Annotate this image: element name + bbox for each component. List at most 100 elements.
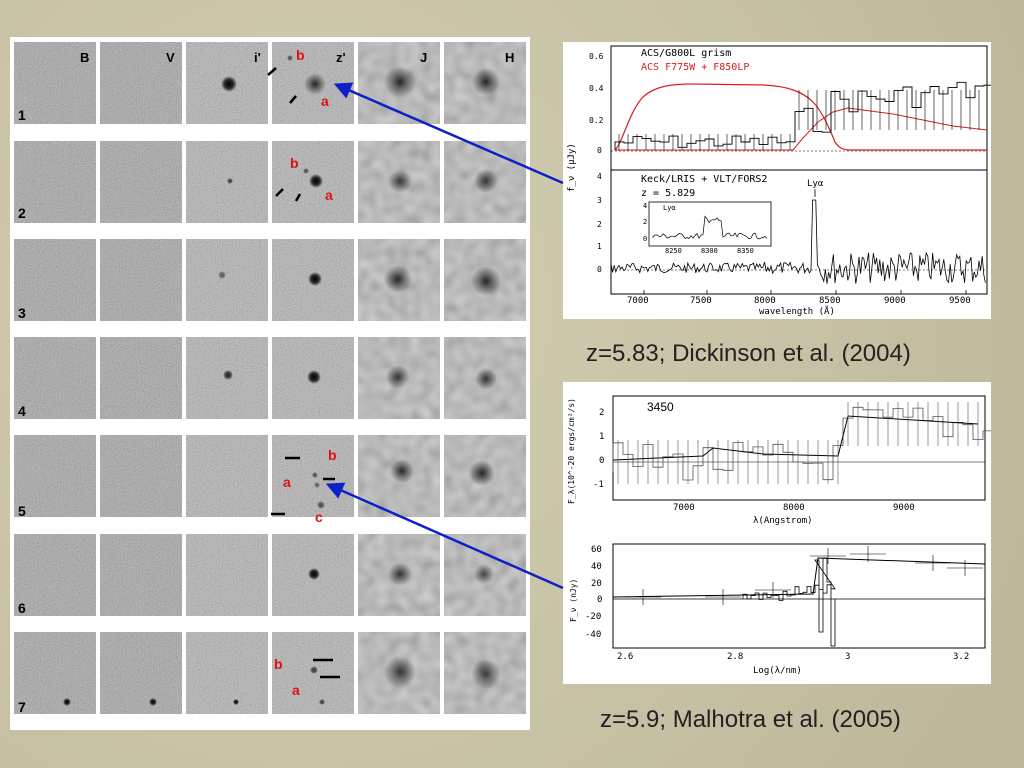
postage-stamp-r2-c1 [14,141,96,223]
postage-stamp-r7-c4 [272,632,354,714]
postage-stamp-r1-c4 [272,42,354,124]
postage-stamp-r2-c5 [358,141,440,223]
inset-ytick-2: 0 [643,235,648,243]
row-label-7: 7 [18,699,26,715]
postage-stamp-r4-c6 [444,337,526,419]
component-label-r2-b: b [290,155,299,171]
postage-stamp-r4-c1 [14,337,96,419]
fnu-ytick-5: -40 [585,630,602,640]
postage-stamp-r6-c4 [272,534,354,616]
row-label-5: 5 [18,503,26,519]
inset-ytick-0: 4 [643,202,648,210]
component-label-r5-a: a [283,474,291,490]
component-label-r7-a: a [292,682,300,698]
postage-stamp-r3-c4 [272,239,354,321]
postage-stamp-r7-c6 [444,632,526,714]
malhotra-sed-plot: 3450 F_λ(10^-20 ergs/cm²/s) 2 1 0 -1 700… [563,382,993,684]
postage-stamp-r3-c6 [444,239,526,321]
postage-stamp-r2-c2 [100,141,182,223]
postage-stamp-r1-c5 [358,42,440,124]
log-xtick-2: 3 [845,652,851,662]
sed-ytick-0: 2 [599,408,605,418]
postage-stamp-r1-c1 [14,42,96,124]
postage-stamp-r1-c3 [186,42,268,124]
postage-stamp-grid: B V i' z' J H 1 2 3 4 5 6 7 b a b a b a … [10,37,530,730]
postage-stamp-r7-c2 [100,632,182,714]
grism-error-bars [618,90,980,150]
log-xtick-3: 3.2 [953,652,970,662]
row-label-6: 6 [18,600,26,616]
fnu-ytick-3: 0 [597,595,603,605]
redshift-legend: z = 5.829 [641,188,696,199]
sed-xtick-1: 8000 [783,503,805,513]
x-ticks [643,290,967,294]
xtick-9500: 9500 [949,296,971,306]
model-curve [615,107,988,151]
band-label-h: H [505,50,515,65]
fnu-ytick-0: 60 [591,545,602,555]
band-label-j: J [420,50,428,65]
lower-ytick-2: 2 [597,220,602,229]
postage-stamp-images [14,42,526,714]
ground-based-spectrum [610,199,986,284]
upper-ytick-1: 0.4 [589,84,604,93]
log-xtick-0: 2.6 [617,652,634,662]
band-label-b: B [80,50,90,65]
sed-ytick-1: 1 [599,432,605,442]
component-tick-marker [267,67,277,76]
xtick-7000: 7000 [627,296,649,306]
postage-stamp-r2-c6 [444,141,526,223]
log-x-axis-label: Log(λ/nm) [753,666,802,676]
dickinson-spectrum-svg [610,45,993,295]
x-axis-label: wavelength (Å) [759,307,835,317]
postage-stamp-r1-c2 [100,42,182,124]
row-label-4: 4 [18,403,26,419]
lower-ytick-3: 1 [597,242,602,251]
inset-xtick-0: 8250 [665,247,682,255]
grism-spectrum [614,81,993,150]
postage-stamp-r5-c1 [14,435,96,517]
object-id-label: 3450 [647,400,674,414]
sed-x-axis-label: λ(Angstrom) [753,516,813,526]
postage-stamp-r3-c3 [186,239,268,321]
postage-stamp-r4-c2 [100,337,182,419]
inset-xtick-2: 8350 [737,247,754,255]
lower-ytick-1: 3 [597,196,602,205]
upper-ytick-0: 0.6 [589,52,604,61]
component-label-r5-b: b [328,447,337,463]
lower-ytick-0: 4 [597,172,602,181]
row-label-2: 2 [18,205,26,221]
band-label-z: z' [336,50,346,65]
spectrograph-legend: Keck/LRIS + VLT/FORS2 [641,174,768,185]
arrow-to-dickinson-source [333,82,564,185]
row-label-1: 1 [18,107,26,123]
postage-stamp-r4-c5 [358,337,440,419]
fnu-ytick-4: -20 [585,612,602,622]
filter-transmission-curve [614,83,987,151]
component-label-r7-b: b [274,656,283,672]
component-label-r1-a: a [321,93,329,109]
component-label-r1-b: b [296,47,305,63]
bottom-caption: z=5.9; Malhotra et al. (2005) [600,706,901,733]
sed-ytick-2: 0 [599,456,605,466]
postage-stamp-r7-c1 [14,632,96,714]
inset-lya-label: Lyα [663,204,676,212]
band-label-v: V [166,50,175,65]
lower-frame [610,169,988,295]
postage-stamp-r6-c3 [186,534,268,616]
xtick-7500: 7500 [690,296,712,306]
postage-stamp-r7-c3 [186,632,268,714]
postage-stamp-r3-c1 [14,239,96,321]
lya-inset-spectrum [652,215,768,240]
flux-density-histogram [742,557,836,647]
component-tick-marker [275,188,284,197]
postage-stamp-r4-c4 [272,337,354,419]
band-label-i: i' [254,50,261,65]
postage-stamp-r6-c1 [14,534,96,616]
grism-legend: ACS/G800L grism [641,48,732,59]
sed-xtick-0: 7000 [673,503,695,513]
upper-ytick-3: 0 [597,146,602,155]
row-label-3: 3 [18,305,26,321]
component-tick-marker [289,95,297,104]
